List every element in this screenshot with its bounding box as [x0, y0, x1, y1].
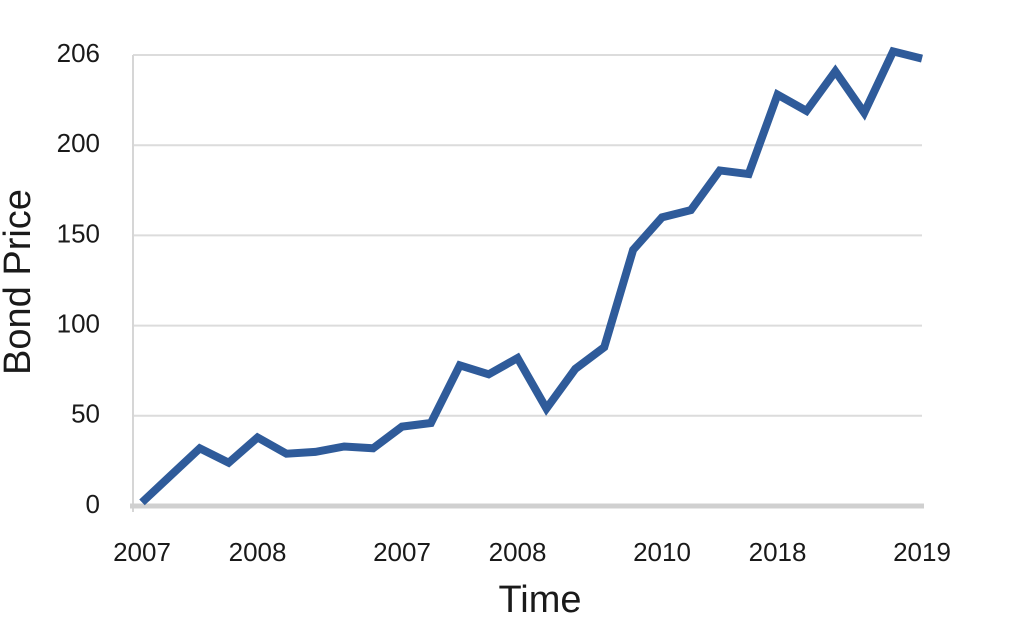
x-tick-label: 2018: [749, 537, 807, 567]
y-tick-label: 100: [57, 308, 100, 338]
y-tick-label: 50: [71, 399, 100, 429]
x-tick-label: 2007: [373, 537, 431, 567]
y-tick-label: 200: [57, 128, 100, 158]
y-tick-label: 150: [57, 218, 100, 248]
x-tick-label: 2007: [113, 537, 171, 567]
x-tick-label: 2008: [229, 537, 287, 567]
x-tick-label: 2008: [489, 537, 547, 567]
data-line: [139, 46, 923, 506]
y-tick-label: 206: [57, 38, 100, 68]
y-tick-label: 0: [86, 489, 100, 519]
x-tick-label: 2010: [633, 537, 691, 567]
x-tick-label: 2019: [893, 537, 951, 567]
x-axis-title: Time: [498, 579, 581, 621]
y-axis-title: Bond Price: [0, 189, 39, 375]
